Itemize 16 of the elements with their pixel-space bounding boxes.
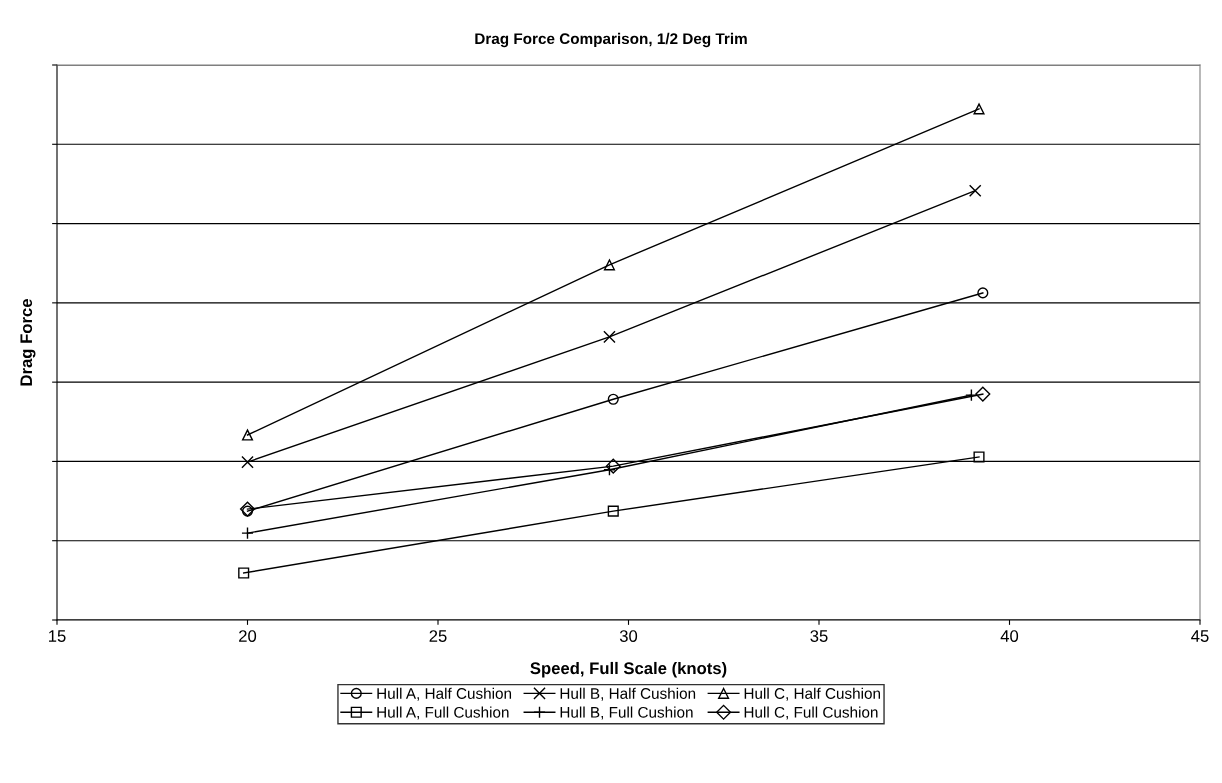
chart-title: Drag Force Comparison, 1/2 Deg Trim bbox=[475, 32, 747, 48]
x-tick-label: 45 bbox=[1191, 630, 1209, 642]
x-tick-label: 15 bbox=[49, 630, 66, 642]
x-tick-label: 30 bbox=[619, 630, 638, 642]
x-tick-label: 25 bbox=[429, 630, 447, 642]
legend-label: Hull A, Full Cushion bbox=[377, 706, 509, 720]
x-tick-label: 20 bbox=[239, 630, 257, 642]
legend-label: Hull C, Half Cushion bbox=[744, 687, 880, 701]
legend-label: Hull C, Full Cushion bbox=[744, 706, 878, 720]
legend-label: Hull A, Half Cushion bbox=[377, 687, 512, 701]
x-tick-label: 35 bbox=[810, 630, 828, 642]
y-axis-title: Drag Force bbox=[20, 299, 36, 386]
legend-label: Hull B, Full Cushion bbox=[560, 706, 693, 720]
x-axis-title: Speed, Full Scale (knots) bbox=[530, 661, 727, 678]
legend-label: Hull B, Half Cushion bbox=[560, 687, 696, 701]
x-tick-label: 40 bbox=[1000, 630, 1019, 642]
